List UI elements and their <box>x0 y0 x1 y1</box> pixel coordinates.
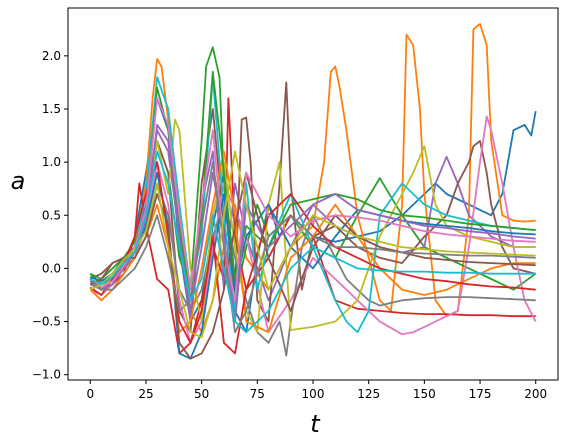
x-tick-label: 125 <box>357 387 380 401</box>
series-line-20 <box>89 150 536 334</box>
y-tick-label: −1.0 <box>32 368 61 382</box>
x-axis-label: t <box>310 410 321 438</box>
y-tick-label: 2.0 <box>42 49 61 63</box>
series-line-6 <box>89 81 536 334</box>
x-tick-label: 25 <box>138 387 153 401</box>
x-tick-label: 175 <box>469 387 492 401</box>
series-line-19 <box>89 150 536 339</box>
plot-frame <box>67 7 559 381</box>
series-line-18 <box>89 161 536 334</box>
x-tick-label: 200 <box>524 387 547 401</box>
y-axis-ticks: −1.0 −0.5 0.0 0.5 1.0 1.5 2.0 <box>32 49 68 382</box>
series-line-5 <box>89 129 536 323</box>
y-tick-label: 1.0 <box>42 155 61 169</box>
series-line-2 <box>89 23 536 334</box>
x-tick-label: 150 <box>413 387 436 401</box>
y-axis-label: a <box>11 167 26 195</box>
series-line-7 <box>89 115 537 344</box>
y-tick-label: 0.5 <box>42 208 61 222</box>
x-axis-ticks: 0 25 50 75 100 125 150 175 200 <box>86 380 547 401</box>
x-tick-label: 50 <box>194 387 209 401</box>
y-tick-label: 0.0 <box>42 261 61 275</box>
y-tick-label: 1.5 <box>42 102 61 116</box>
y-tick-label: −0.5 <box>32 315 61 329</box>
x-tick-label: 0 <box>86 387 94 401</box>
series-lines <box>89 23 537 360</box>
series-line-17 <box>89 97 536 302</box>
x-tick-label: 100 <box>302 387 325 401</box>
x-tick-label: 75 <box>250 387 265 401</box>
series-line-16 <box>89 171 536 360</box>
